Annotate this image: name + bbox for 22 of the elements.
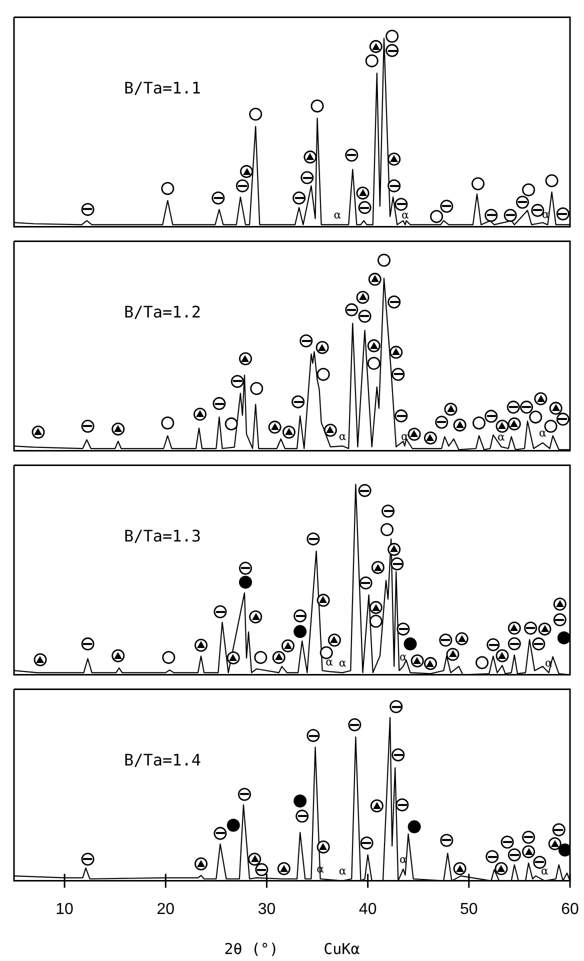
- annotation: α: [399, 650, 408, 664]
- x-tick-label: 40: [358, 900, 377, 918]
- x-axis-title: 2θ (°) CuKα: [223, 940, 361, 958]
- annotation: α: [541, 864, 550, 878]
- annotation: B/Ta=1.2: [124, 302, 202, 322]
- annotation: B/Ta=1.4: [124, 750, 202, 770]
- annotation: α: [338, 430, 347, 443]
- annotation: α: [326, 655, 334, 668]
- annotation: B/Ta=1.1: [124, 78, 202, 98]
- x-tick-label: 10: [56, 900, 74, 918]
- annotation: α: [338, 864, 347, 878]
- annotation: α: [401, 430, 409, 443]
- annotation: α: [402, 208, 410, 222]
- x-tick-label: 20: [156, 900, 175, 918]
- annotation: B/Ta=1.3: [124, 526, 202, 546]
- x-tick-label: 60: [561, 900, 579, 918]
- annotation: α: [538, 426, 547, 440]
- x-tick-label: 50: [460, 900, 478, 918]
- annotation: α: [334, 208, 342, 222]
- annotation: α: [498, 430, 506, 444]
- x-tick-label: 30: [258, 900, 276, 918]
- annotation: α: [338, 656, 347, 670]
